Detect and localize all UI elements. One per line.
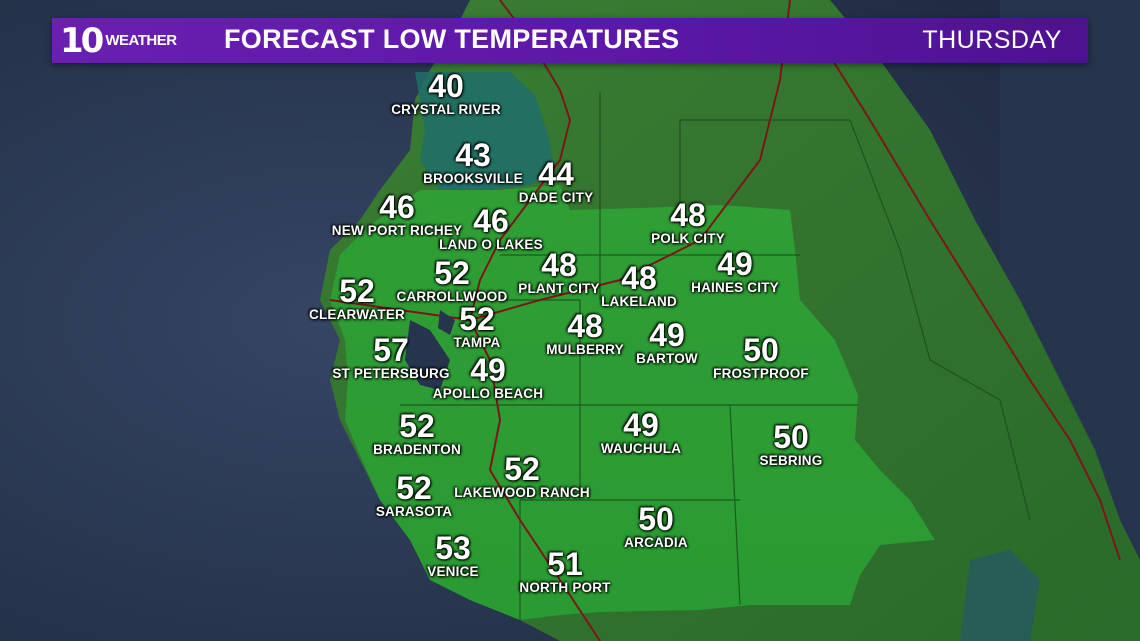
city-temp: 49 [623, 407, 659, 443]
city-name: ST PETERSBURG [332, 366, 450, 381]
city-name: MULBERRY [546, 342, 624, 357]
city-label-lakeland: 48 LAKELAND [601, 262, 677, 310]
city-name: PLANT CITY [518, 281, 600, 296]
city-label-plant-city: 48 PLANT CITY [518, 249, 600, 297]
city-temp: 53 [435, 530, 471, 566]
city-name: BARTOW [636, 351, 698, 366]
city-name: NEW PORT RICHEY [331, 223, 463, 238]
city-temp: 48 [621, 260, 657, 296]
city-temp: 51 [547, 546, 583, 582]
city-temp: 46 [379, 189, 415, 225]
city-temp: 44 [538, 156, 574, 192]
city-name: BRADENTON [373, 442, 461, 457]
city-temp: 50 [638, 501, 674, 537]
city-name: FROSTPROOF [713, 366, 809, 381]
forecast-area [330, 185, 935, 620]
city-name: LAND O LAKES [439, 237, 543, 252]
city-temp: 49 [717, 246, 753, 282]
city-name: VENICE [427, 564, 479, 579]
city-temp: 52 [399, 408, 435, 444]
city-label-sarasota: 52 SARASOTA [376, 472, 452, 520]
city-label-apollo-beach: 49 APOLLO BEACH [433, 354, 543, 402]
city-label-dade-city: 44 DADE CITY [519, 158, 594, 206]
city-temp: 52 [396, 470, 432, 506]
forecast-day: THURSDAY [922, 26, 1062, 54]
city-name: LAKELAND [601, 294, 677, 309]
nature-coast-area [415, 72, 555, 190]
city-name: CLEARWATER [309, 307, 405, 322]
city-label-wauchula: 49 WAUCHULA [601, 409, 681, 457]
tampa-bay [405, 320, 450, 390]
city-label-mulberry: 48 MULBERRY [546, 310, 624, 358]
city-label-polk-city: 48 POLK CITY [651, 199, 725, 247]
city-label-frostproof: 50 FROSTPROOF [713, 334, 809, 382]
city-temp: 43 [455, 137, 491, 173]
city-name: LAKEWOOD RANCH [454, 485, 590, 500]
city-temp: 40 [428, 68, 464, 104]
city-label-st-petersburg: 57 ST PETERSBURG [332, 334, 449, 382]
city-temp: 57 [373, 332, 409, 368]
city-label-bartow: 49 BARTOW [636, 319, 698, 367]
city-temp: 48 [670, 197, 706, 233]
city-label-carrollwood: 52 CARROLLWOOD [397, 257, 508, 305]
city-temp: 49 [470, 352, 506, 388]
city-temp: 52 [459, 301, 495, 337]
city-label-haines-city: 49 HAINES CITY [691, 248, 779, 296]
city-temp: 50 [743, 332, 779, 368]
city-temp: 49 [649, 317, 685, 353]
city-temp: 48 [567, 308, 603, 344]
city-temp: 48 [541, 247, 577, 283]
city-name: POLK CITY [651, 231, 725, 246]
city-label-venice: 53 VENICE [427, 532, 478, 580]
city-name: CRYSTAL RIVER [391, 102, 501, 117]
county-lines [400, 92, 1031, 620]
city-label-new-port-richey: 46 NEW PORT RICHEY [332, 191, 463, 239]
city-temp: 46 [473, 203, 509, 239]
city-name: HAINES CITY [691, 280, 779, 295]
city-label-bradenton: 52 BRADENTON [373, 410, 461, 458]
station-logo: 10 WEATHER [60, 22, 177, 59]
header-banner: 10 WEATHER FORECAST LOW TEMPERATURES THU… [52, 18, 1088, 63]
city-label-tampa: 52 TAMPA [454, 303, 501, 351]
highways [329, 0, 1121, 641]
city-label-sebring: 50 SEBRING [760, 421, 823, 469]
city-name: CARROLLWOOD [396, 289, 508, 304]
city-name: TAMPA [453, 335, 501, 350]
city-name: SARASOTA [375, 504, 453, 519]
city-name: BROOKSVILLE [423, 171, 523, 186]
city-name: NORTH PORT [519, 580, 611, 595]
page-title: FORECAST LOW TEMPERATURES [224, 24, 680, 54]
city-temp: 52 [434, 255, 470, 291]
lake-okeechobee [960, 550, 1040, 641]
city-name: DADE CITY [518, 190, 594, 205]
logo-word: WEATHER [105, 32, 177, 49]
city-label-land-o-lakes: 46 LAND O LAKES [439, 205, 543, 253]
city-label-brooksville: 43 BROOKSVILLE [423, 139, 523, 187]
city-temp: 52 [504, 451, 540, 487]
city-label-lakewood-ranch: 52 LAKEWOOD RANCH [454, 453, 590, 501]
city-name: ARCADIA [624, 535, 688, 550]
city-temp: 50 [773, 419, 809, 455]
logo-number: 10 [60, 20, 104, 61]
city-label-clearwater: 52 CLEARWATER [309, 275, 405, 323]
city-label-north-port: 51 NORTH PORT [519, 548, 610, 596]
city-name: SEBRING [759, 453, 823, 468]
old-tampa-bay [438, 310, 455, 335]
city-name: WAUCHULA [600, 441, 682, 456]
city-name: APOLLO BEACH [432, 386, 544, 401]
city-label-arcadia: 50 ARCADIA [624, 503, 688, 551]
city-label-crystal-river: 40 CRYSTAL RIVER [391, 70, 501, 118]
city-temp: 52 [339, 273, 375, 309]
